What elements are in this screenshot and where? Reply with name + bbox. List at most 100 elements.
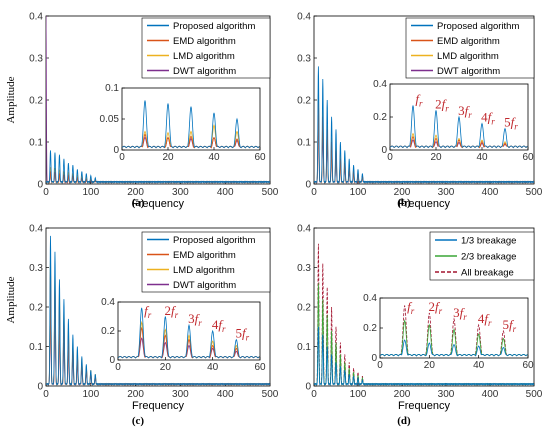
panel-a-inset-ytick-label: 0.1 — [105, 83, 119, 94]
legend-box — [141, 17, 271, 79]
legend-entry: EMD algorithm — [173, 250, 236, 261]
inset-series-group — [390, 105, 528, 149]
panel-c-inset-ytick-label: 0.4 — [101, 297, 115, 308]
panel-a-xtick-label: 300 — [172, 187, 189, 198]
panel-d-inset-xtick-label: 0 — [377, 360, 383, 371]
panel-d-ytick-label: 0.2 — [297, 303, 311, 314]
panel-d-inset-ytick-label: 0.2 — [363, 323, 377, 334]
panel-a-inset-xtick-label: 20 — [162, 152, 174, 163]
panel-d-inset-ytick-label: 0.4 — [363, 293, 377, 304]
panel-b-xtick-label: 0 — [311, 187, 317, 198]
panel-a-xtick-label: 500 — [262, 187, 279, 198]
panel-a-xtick-label: 0 — [43, 187, 49, 198]
harmonic-f: f — [442, 96, 448, 111]
panel-b-xtick-label: 200 — [394, 187, 411, 198]
series-group — [46, 16, 270, 184]
panel-b-inset-xtick-label: 20 — [430, 152, 442, 163]
panel-d-ytick-label: 0.1 — [297, 342, 311, 353]
legend-box — [141, 231, 271, 293]
panel-b: 0 100 200 300 400 50000.10.20.30.4Frequency(b… — [297, 12, 543, 211]
panel-a-inset-xtick-label: 40 — [208, 152, 220, 163]
panel-d-xtick-label: 300 — [438, 389, 455, 400]
harmonic-coef: 3 — [453, 305, 460, 320]
panel-caption: (b) — [397, 197, 411, 209]
panel-c-xtick-label: 300 — [172, 389, 189, 400]
panel-a-inset-xtick-label: 60 — [254, 152, 266, 163]
harmonic-label: 3fr — [458, 103, 472, 120]
panel-caption: (a) — [132, 197, 145, 209]
panel-a-ytick-label: 0.3 — [29, 54, 43, 65]
harmonic-label: 3fr — [188, 311, 202, 328]
panel-b-xtick-label: 400 — [482, 187, 499, 198]
panel-b-inset-ytick-label: 0.4 — [373, 79, 387, 90]
panel-a-inset-ytick-label: 0.05 — [100, 114, 120, 125]
legend-entry: All breakage — [461, 268, 514, 279]
panel-d-inset-ytick-label: 0 — [371, 353, 377, 364]
panel-a-xtick-label: 400 — [217, 187, 234, 198]
series-line-proposed-algorithm — [46, 150, 270, 184]
x-axis-label: Frequency — [132, 198, 184, 210]
harmonic-label: 2fr — [165, 303, 179, 320]
panel-a: 0 100 200 300 400 50000.10.20.30.4FrequencyAm… — [5, 12, 279, 211]
harmonic-sub: r — [148, 310, 152, 320]
harmonic-coef: 4 — [212, 317, 219, 332]
inset-series-group — [118, 307, 260, 359]
legend-box — [405, 17, 535, 79]
inset-series-line — [118, 326, 260, 359]
y-axis-label: Amplitude — [5, 276, 17, 323]
panel-b-xtick-label: 100 — [350, 187, 367, 198]
panel-c-inset-ytick-label: 0 — [109, 355, 115, 366]
panel-c-inset-axes-box — [117, 301, 261, 361]
series-group — [46, 235, 270, 386]
panel-c-inset-xtick-label: 40 — [207, 362, 219, 373]
harmonic-sub: r — [488, 318, 492, 328]
inset-series-line — [122, 136, 260, 149]
harmonic-f: f — [195, 311, 201, 326]
harmonic-label: 3fr — [453, 305, 467, 322]
panel-d-inset-xtick-label: 40 — [473, 360, 485, 371]
legend-entry: DWT algorithm — [437, 66, 500, 77]
harmonic-coef: 2 — [165, 303, 172, 318]
panel-c-inset-xtick-label: 20 — [160, 362, 172, 373]
panel-b-ytick-label: 0.1 — [297, 138, 311, 149]
panel-b-inset-xtick-label: 40 — [476, 152, 488, 163]
harmonic-sub: r — [514, 122, 518, 132]
harmonic-sub: r — [439, 306, 443, 316]
legend-entry: EMD algorithm — [173, 36, 236, 47]
panel-d-xtick-label: 200 — [394, 389, 411, 400]
harmonic-coef: 5 — [236, 326, 243, 341]
harmonic-sub: r — [175, 310, 179, 320]
legend-entry: LMD algorithm — [173, 51, 235, 62]
inset-series-line — [122, 100, 260, 149]
harmonic-label: 5fr — [236, 326, 250, 343]
inset-series-line — [118, 337, 260, 359]
harmonic-label: 2fr — [435, 96, 449, 113]
inset-series-line — [118, 320, 260, 359]
inset-series-line — [380, 318, 528, 357]
series-line-proposed-algorithm — [46, 235, 270, 386]
panel-c-xtick-label: 400 — [217, 389, 234, 400]
harmonic-coef: 3 — [188, 311, 195, 326]
inset-series-line — [122, 133, 260, 149]
inset-series-group — [122, 100, 260, 149]
panel-b-inset-xtick-label: 60 — [522, 152, 534, 163]
panel-c-ytick-label: 0.2 — [29, 303, 43, 314]
panel-b-xtick-label: 500 — [526, 187, 543, 198]
panel-a-inset-ytick-label: 0 — [113, 145, 119, 156]
inset-series-line — [390, 132, 528, 149]
harmonic-label: fr — [144, 303, 152, 320]
harmonic-sub: r — [491, 117, 495, 127]
panel-c-xtick-label: 100 — [82, 389, 99, 400]
panel-b-ytick-label: 0.3 — [297, 54, 311, 65]
panel-b-ytick-label: 0.2 — [297, 96, 311, 107]
harmonic-label: 4fr — [478, 311, 492, 328]
panel-c-inset-xtick-label: 60 — [254, 362, 266, 373]
harmonic-label: 4fr — [212, 317, 226, 334]
harmonic-f: f — [435, 299, 441, 314]
inset-a: 0 20 40 60 0 0.05 0.1 — [100, 83, 266, 163]
harmonic-f: f — [465, 103, 471, 118]
x-axis-label: Frequency — [132, 400, 184, 412]
panel-a-ytick-label: 0 — [37, 180, 43, 191]
